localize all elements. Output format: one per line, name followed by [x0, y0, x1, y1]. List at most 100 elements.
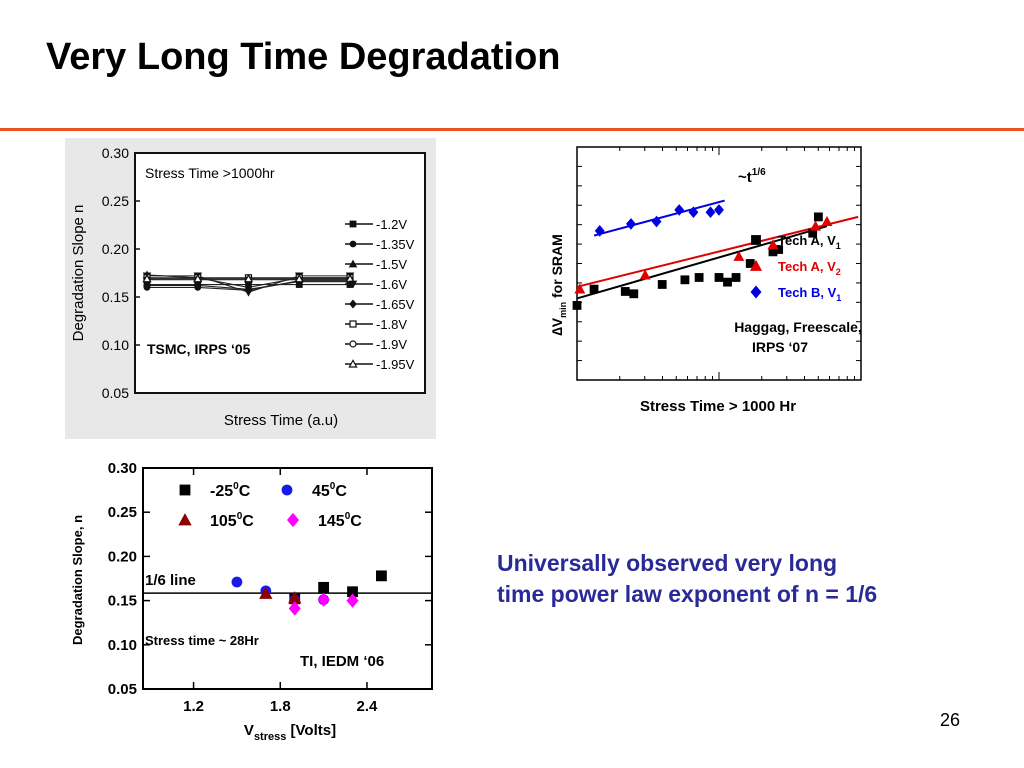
conclusion-text: Universally observed very long time powe…: [497, 548, 997, 610]
source-line-1: Haggag, Freescale,: [734, 319, 862, 335]
data-point: [572, 301, 582, 310]
x-tick-label: 1.2: [183, 698, 204, 715]
chart-title: Stress Time >1000hr: [145, 165, 275, 181]
data-point: [688, 206, 699, 219]
data-point: [193, 273, 203, 283]
data-point: [594, 225, 605, 237]
data-point: [694, 273, 704, 282]
conclusion-line-2: time power law exponent of n = 1/6: [497, 581, 878, 607]
legend-label: Tech A, V1: [778, 233, 841, 251]
y-tick-label: 0.20: [108, 548, 137, 565]
y-tick-label: 0.20: [102, 241, 129, 257]
y-tick-label: 0.10: [108, 637, 137, 654]
data-point: [574, 283, 586, 294]
legend-label: -1.95V: [376, 357, 415, 372]
legend-marker: [349, 240, 357, 248]
y-tick-label: 0.25: [108, 504, 137, 521]
plot-frame: [576, 146, 862, 381]
slide-title: Very Long Time Degradation: [46, 36, 561, 78]
data-point: [259, 586, 273, 599]
data-point: [231, 576, 243, 588]
data-point: [810, 220, 822, 231]
reference-line-label: 1/6 line: [145, 572, 196, 589]
legend-label: -250C: [210, 481, 251, 500]
data-point: [680, 275, 690, 285]
fit-line: [593, 199, 725, 237]
y-axis-label: Degradation Slope, n: [70, 515, 85, 645]
legend-label: 450C: [312, 481, 347, 500]
legend-marker: [751, 235, 761, 245]
data-point: [376, 570, 387, 582]
tsmc-degradation-chart: Stress Time >1000hr Stress Time (a.u) De…: [65, 138, 436, 439]
legend-marker: [349, 299, 357, 309]
data-point: [651, 215, 662, 228]
data-point: [589, 284, 599, 294]
source-label: TI, IEDM ‘06: [300, 653, 384, 670]
y-tick-label: 0.05: [108, 681, 137, 698]
legend-label: -1.35V: [376, 237, 415, 252]
data-point: [142, 273, 152, 283]
y-tick-label: 0.25: [102, 193, 129, 209]
legend-label: -1.2V: [376, 217, 407, 232]
data-point: [657, 280, 667, 289]
data-point: [731, 273, 741, 282]
legend-marker: [348, 359, 358, 368]
fit-line: [576, 225, 828, 300]
data-point: [639, 269, 651, 280]
y-tick-label: 0.30: [108, 460, 137, 477]
legend-label: 1050C: [210, 511, 254, 530]
freescale-sram-chart: ~t1/6 Tech A, V1 Tech A, V2 Tech B, V1 Hag…: [549, 146, 862, 415]
y-tick-label: 0.05: [102, 385, 129, 401]
data-point: [620, 287, 630, 296]
data-point: [317, 592, 330, 607]
title-divider: [0, 128, 1024, 131]
data-point: [318, 581, 330, 593]
y-axis-label: Degradation Slope n: [70, 205, 87, 342]
plot-frame: [134, 152, 426, 394]
stress-time-annotation: Stress time ~ 28Hr: [145, 633, 259, 648]
legend-marker: [349, 340, 357, 348]
x-axis-label: Stress Time (a.u): [224, 412, 338, 429]
x-axis-label: Vstress [Volts]: [244, 722, 336, 743]
y-axis-label: ∆Vmin for SRAM: [549, 234, 568, 336]
legend-label: Tech A, V2: [778, 259, 841, 277]
data-point: [733, 250, 745, 261]
data-point: [705, 206, 716, 219]
legend-label: Tech B, V1: [778, 285, 841, 303]
y-tick-label: 0.30: [102, 145, 129, 161]
data-point: [193, 280, 202, 290]
legend-marker: [349, 220, 357, 228]
data-point: [767, 239, 779, 250]
data-point: [143, 280, 151, 290]
legend-marker: [348, 259, 358, 268]
data-point: [294, 273, 304, 283]
legend-marker: [750, 285, 762, 299]
ti-vstress-chart: 0.30 0.25 0.20 0.15 0.10 0.05 1.2 1.8 2.4 1/6 li…: [70, 460, 433, 743]
legend-marker: [749, 259, 763, 271]
legend-marker: [281, 484, 293, 496]
legend-marker: [286, 512, 300, 528]
y-tick-label: 0.15: [108, 593, 137, 610]
legend-marker: [178, 513, 192, 526]
data-point: [723, 277, 732, 287]
x-tick-label: 1.8: [270, 698, 291, 715]
data-point: [244, 284, 253, 294]
data-point: [821, 215, 833, 226]
data-point: [714, 204, 724, 216]
data-point: [243, 273, 254, 283]
source-label: TSMC, IRPS ‘05: [147, 341, 251, 357]
data-point: [346, 593, 359, 608]
legend-label: -1.9V: [376, 337, 407, 352]
y-tick-label: 0.10: [102, 337, 129, 353]
x-tick-label: 2.4: [357, 698, 379, 715]
legend-marker: [348, 280, 358, 289]
legend-label: 1450C: [318, 511, 362, 530]
data-point: [288, 601, 301, 616]
conclusion-line-1: Universally observed very long: [497, 550, 838, 576]
legend-marker: [349, 320, 357, 328]
legend-label: -1.65V: [376, 297, 415, 312]
y-tick-label: 0.15: [102, 289, 129, 305]
x-axis-label: Stress Time > 1000 Hr: [640, 398, 796, 415]
data-point: [626, 218, 636, 230]
legend-label: -1.6V: [376, 277, 407, 292]
